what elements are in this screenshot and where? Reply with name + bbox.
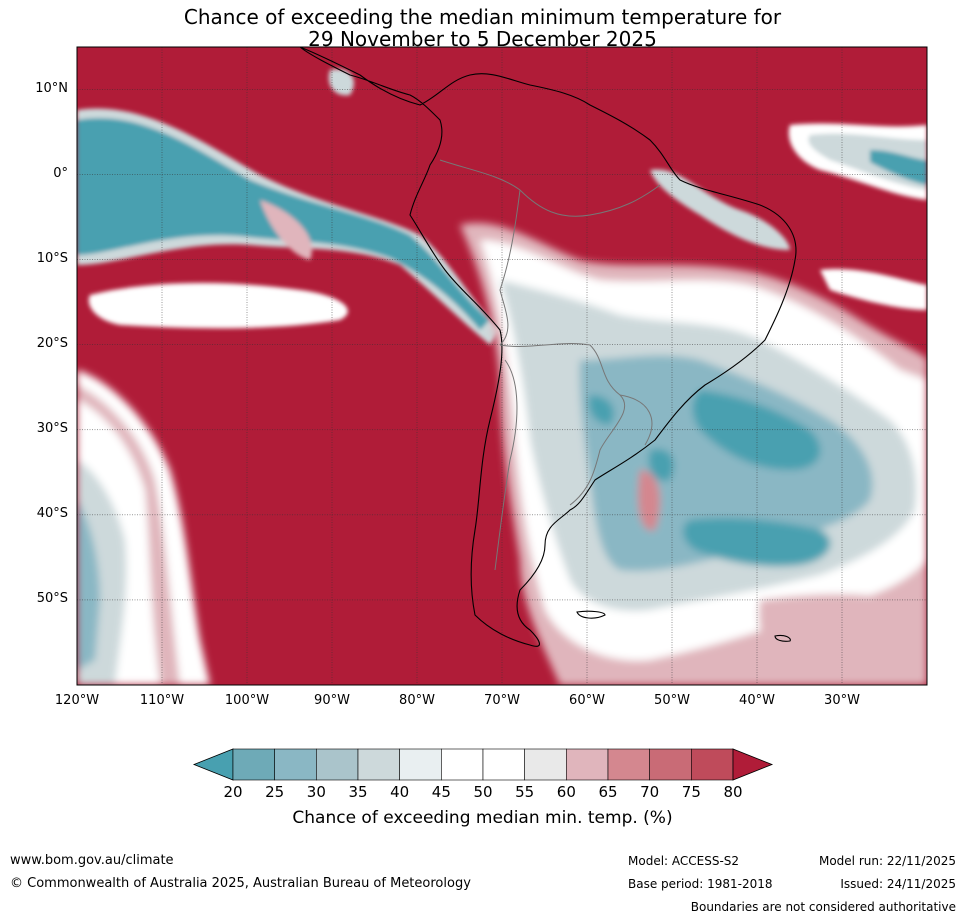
colorbar-cell xyxy=(232,748,275,781)
latitude-label: 30°S xyxy=(36,420,68,436)
colorbar-tick-label: 50 xyxy=(473,783,493,801)
north-atlantic-anomaly xyxy=(650,123,927,310)
colorbar-tick-label: 30 xyxy=(306,783,326,801)
colorbar xyxy=(192,748,774,781)
latitude-label: 20°S xyxy=(36,335,68,351)
footer-model-run: Model run: 22/11/2025 xyxy=(818,854,956,868)
longitude-label: 100°W xyxy=(224,693,270,708)
equatorial-pacific-anomaly xyxy=(77,69,500,346)
footer-issued: Issued: 24/11/2025 xyxy=(840,877,956,891)
footer-boundaries-note: Boundaries are not considered authoritat… xyxy=(690,900,956,914)
coastline xyxy=(299,47,797,647)
colorbar-cell xyxy=(482,748,525,781)
longitude-label: 70°W xyxy=(484,693,520,708)
longitude-label: 120°W xyxy=(54,693,100,708)
colorbar-tick-label: 70 xyxy=(640,783,660,801)
map-title-line2: 29 November to 5 December 2025 xyxy=(308,27,657,51)
colorbar-tick-label: 80 xyxy=(723,783,743,801)
footer-base-period: Base period: 1981-2018 xyxy=(628,877,773,891)
map-field xyxy=(77,47,927,685)
colorbar-label: Chance of exceeding median min. temp. (%… xyxy=(292,808,673,828)
longitude-label: 90°W xyxy=(314,693,350,708)
footer-model: Model: ACCESS-S2 xyxy=(628,854,740,868)
map-title-line1: Chance of exceeding the median minimum t… xyxy=(183,5,782,29)
colorbar-cell xyxy=(316,748,359,781)
longitude-label: 30°W xyxy=(824,693,860,708)
colorbar-cell xyxy=(274,748,317,781)
colorbar-tick-label: 40 xyxy=(390,783,410,801)
colorbar-cell xyxy=(649,748,692,781)
colorbar-tick-label: 55 xyxy=(515,783,535,801)
colorbar-cell xyxy=(399,748,442,781)
colorbar-tick-label: 45 xyxy=(431,783,451,801)
longitude-label: 110°W xyxy=(139,693,185,708)
colorbar-tick-label: 75 xyxy=(681,783,701,801)
colorbar-high-extension xyxy=(732,748,774,781)
latitude-label: 40°S xyxy=(36,505,68,521)
longitude-label: 80°W xyxy=(399,693,435,708)
latitude-label: 10°N xyxy=(35,80,68,96)
colorbar-tick-label: 65 xyxy=(598,783,618,801)
colorbar-tick-label: 35 xyxy=(348,783,368,801)
colorbar-cell xyxy=(607,748,650,781)
colorbar-cell xyxy=(357,748,400,781)
colorbar-cell xyxy=(691,748,734,781)
colorbar-tick-label: 25 xyxy=(265,783,285,801)
south-america-atlantic-anomaly xyxy=(460,223,927,685)
sw-pacific-anomaly xyxy=(77,370,210,685)
longitude-label: 50°W xyxy=(654,693,690,708)
latitude-label: 50°S xyxy=(36,590,68,606)
longitude-label: 60°W xyxy=(569,693,605,708)
country-borders xyxy=(439,159,661,571)
colorbar-tick-label: 20 xyxy=(223,783,243,801)
latitude-label: 10°S xyxy=(36,250,68,266)
latitude-label: 0° xyxy=(53,165,68,181)
colorbar-low-extension xyxy=(192,748,234,781)
map-frame xyxy=(76,46,928,686)
footer-url: www.bom.gov.au/climate xyxy=(10,853,174,868)
longitude-label: 40°W xyxy=(739,693,775,708)
colorbar-cell xyxy=(441,748,484,781)
colorbar-cell xyxy=(524,748,567,781)
colorbar-cell xyxy=(566,748,609,781)
colorbar-tick-label: 60 xyxy=(556,783,576,801)
footer-copyright: © Commonwealth of Australia 2025, Austra… xyxy=(10,876,471,891)
